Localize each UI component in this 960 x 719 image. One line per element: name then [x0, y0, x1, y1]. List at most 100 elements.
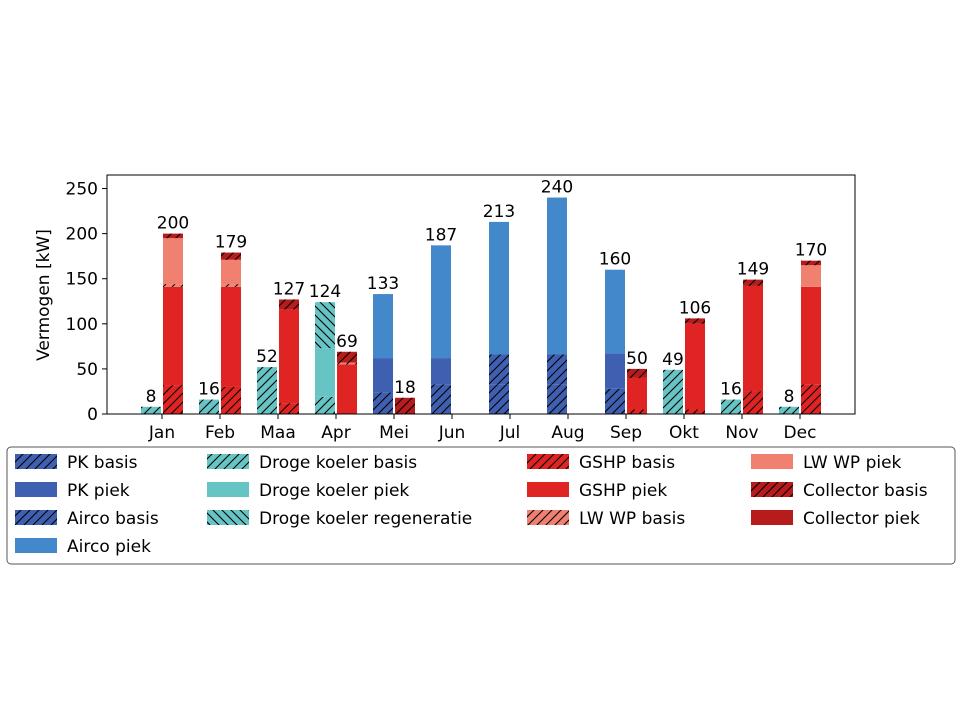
bar-pk-piek-jun [431, 358, 451, 385]
legend-label-airco-basis: Airco basis [67, 509, 159, 529]
x-tick-label-apr: Apr [321, 423, 350, 443]
bar-hatch-gshp-basis-sep [627, 409, 647, 414]
bar-hatch-lw-wp-basis-feb [221, 284, 241, 287]
legend-label-droge-koeler-basis: Droge koeler basis [259, 453, 417, 473]
data-label-cooling-aug: 240 [541, 178, 573, 198]
bar-hatch-droge-koeler-basis-dec [779, 406, 799, 414]
data-label-cooling-dec: 8 [784, 387, 795, 407]
bar-airco-piek-aug [547, 197, 567, 355]
data-label-cooling-feb: 16 [198, 380, 220, 400]
bar-lw-wp-piek-jan [163, 238, 183, 285]
legend-label-airco-piek: Airco piek [67, 537, 151, 557]
legend-label-lw-wp-piek: LW WP piek [803, 453, 902, 473]
legend-box [6, 446, 956, 565]
x-tick-label-maa: Maa [260, 423, 296, 443]
data-label-heating-nov: 149 [737, 260, 769, 280]
legend-swatch-hatch-pk-basis [15, 454, 57, 469]
data-label-cooling-apr: 124 [309, 282, 341, 302]
bar-gshp-piek-apr [337, 364, 357, 414]
bar-hatch-droge-koeler-basis-jan [141, 406, 161, 414]
bar-hatch-gshp-basis-maa [279, 403, 299, 414]
legend-swatch-lw-wp-piek [751, 454, 793, 469]
bar-hatch-collector-basis-okt [685, 318, 705, 324]
bar-hatch-collector-basis-apr [337, 351, 357, 363]
data-label-heating-mei: 18 [394, 378, 416, 398]
plot-frame [106, 174, 856, 415]
bar-droge-koeler-piek-apr [315, 348, 335, 397]
legend-label-droge-koeler-regeneratie: Droge koeler regeneratie [259, 509, 472, 529]
legend-label-collector-basis: Collector basis [803, 481, 928, 501]
legend-swatch-hatch-droge-koeler-basis [207, 454, 249, 469]
bar-hatch-collector-basis-mei [395, 397, 415, 414]
x-tick-label-feb: Feb [205, 423, 235, 443]
bar-hatch-droge-koeler-regeneratie-apr [315, 302, 335, 349]
data-label-cooling-jul: 213 [483, 202, 515, 222]
bar-hatch-collector-basis-maa [279, 299, 299, 310]
data-label-heating-apr: 69 [336, 332, 358, 352]
bar-hatch-collector-basis-sep [627, 368, 647, 378]
bar-gshp-piek-maa [279, 309, 299, 404]
bar-hatch-airco-basis-aug [547, 354, 567, 385]
bar-gshp-piek-dec [801, 286, 821, 385]
legend-swatch-hatch-collector-basis [751, 482, 793, 497]
bar-gshp-piek-jan [163, 286, 183, 386]
bars-layer [141, 197, 821, 414]
data-label-cooling-sep: 160 [599, 250, 631, 270]
y-axis-label: Vermogen [kW] [34, 229, 54, 361]
y-tick-label: 0 [87, 405, 98, 425]
data-labels: 8 16 52 124 133 187 213 240 160 49 16 8 200 179 127 69 1… [146, 178, 828, 407]
bar-gshp-piek-sep [627, 377, 647, 410]
legend-label-lw-wp-basis: LW WP basis [579, 509, 685, 529]
bar-pk-piek-sep [605, 353, 625, 389]
legend-swatch-collector-piek [751, 510, 793, 525]
bar-gshp-piek-feb [221, 286, 241, 387]
bar-hatch-collector-basis-jan [163, 233, 183, 239]
legend-swatch-gshp-piek [527, 482, 569, 497]
bar-hatch-pk-basis-sep [605, 388, 625, 414]
bar-hatch-droge-koeler-basis-apr [315, 396, 335, 414]
data-label-heating-feb: 179 [215, 233, 247, 253]
bar-hatch-gshp-basis-okt [685, 409, 705, 414]
y-tick-label: 100 [66, 315, 98, 335]
data-label-cooling-nov: 16 [720, 380, 742, 400]
legend-label-collector-piek: Collector piek [803, 509, 920, 529]
bar-airco-piek-mei [373, 294, 393, 359]
y-tick-label: 150 [66, 270, 98, 290]
data-label-cooling-mei: 133 [367, 274, 399, 294]
bar-airco-piek-jul [489, 221, 509, 355]
bar-hatch-collector-basis-feb [221, 252, 241, 260]
bar-hatch-pk-basis-jun [431, 384, 451, 414]
bar-hatch-collector-basis-nov [743, 279, 763, 286]
x-tick-label-nov: Nov [725, 423, 758, 443]
data-label-heating-sep: 50 [626, 349, 648, 369]
bar-hatch-gshp-basis-feb [221, 386, 241, 414]
y-tick-label: 250 [66, 180, 98, 200]
data-label-heating-jan: 200 [157, 214, 189, 234]
x-axis: Jan Feb Maa Apr Mei Jun Jul Aug Sep Okt Nov Dec [148, 414, 817, 443]
legend-swatch-hatch-droge-koeler-regeneratie [207, 510, 249, 525]
bar-hatch-airco-basis-jul [489, 354, 509, 385]
legend-swatch-hatch-airco-basis [15, 510, 57, 525]
bar-airco-piek-sep [605, 269, 625, 354]
y-axis: 0 50 100 150 200 250 [66, 180, 107, 425]
bar-hatch-gshp-basis-nov [743, 391, 763, 414]
bar-hatch-droge-koeler-basis-nov [721, 399, 741, 414]
bar-pk-piek-mei [373, 358, 393, 393]
bar-hatch-pk-basis-aug [547, 384, 567, 414]
bar-hatch-collector-basis-dec [801, 260, 821, 266]
data-label-heating-maa: 127 [273, 279, 305, 299]
bar-hatch-droge-koeler-basis-maa [257, 367, 277, 414]
bar-airco-piek-jun [431, 245, 451, 359]
legend-label-gshp-basis: GSHP basis [579, 453, 675, 473]
bar-lw-wp-piek-dec [801, 265, 821, 287]
legend-swatch-hatch-gshp-basis [527, 454, 569, 469]
x-tick-label-jul: Jul [499, 423, 521, 443]
x-tick-label-dec: Dec [784, 423, 817, 443]
bar-hatch-gshp-basis-dec [801, 384, 821, 414]
bar-hatch-pk-basis-jul [489, 384, 509, 414]
bar-hatch-lw-wp-basis-apr [337, 362, 357, 365]
x-tick-label-mei: Mei [379, 423, 409, 443]
legend-label-pk-basis: PK basis [67, 453, 138, 473]
data-label-cooling-okt: 49 [662, 350, 684, 370]
y-tick-label: 200 [66, 225, 98, 245]
